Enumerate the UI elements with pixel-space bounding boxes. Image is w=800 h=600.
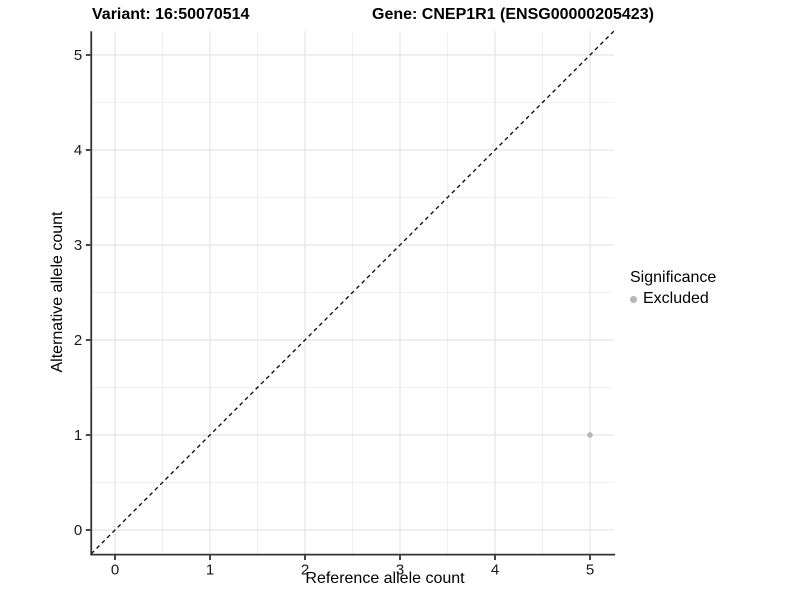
svg-text:0: 0 [74,522,82,539]
svg-text:1: 1 [74,427,82,444]
grid-major [91,31,614,554]
legend-title: Significance [630,269,717,286]
excluded-point-icon [630,295,637,303]
axis-lines [90,31,616,556]
legend-item-label: Excluded [643,290,709,307]
x-axis-title: Reference allele count [305,570,465,587]
svg-text:3: 3 [74,237,82,254]
svg-text:4: 4 [491,561,499,578]
svg-text:1: 1 [206,561,214,578]
axis-ticks [85,54,591,561]
svg-text:4: 4 [74,142,82,159]
y-tick-labels: 0 1 2 3 4 5 [74,47,82,539]
legend: Significance Excluded [630,269,716,308]
svg-text:2: 2 [74,332,82,349]
svg-text:3: 3 [396,561,404,578]
legend-item-excluded: Excluded [630,290,716,308]
svg-text:5: 5 [586,561,594,578]
variant-title: Variant: 16:50070514 [92,6,250,23]
grid-minor [91,31,614,554]
gene-title: Gene: CNEP1R1 (ENSG00000205423) [372,6,654,23]
svg-text:5: 5 [74,47,82,64]
x-tick-labels: 0 1 2 3 4 5 [111,561,594,578]
svg-text:0: 0 [111,561,119,578]
identity-line [90,30,615,555]
y-axis-title: Alternative allele count [49,211,66,373]
svg-text:2: 2 [301,561,309,578]
data-points [587,432,593,438]
data-point-excluded [587,432,593,438]
